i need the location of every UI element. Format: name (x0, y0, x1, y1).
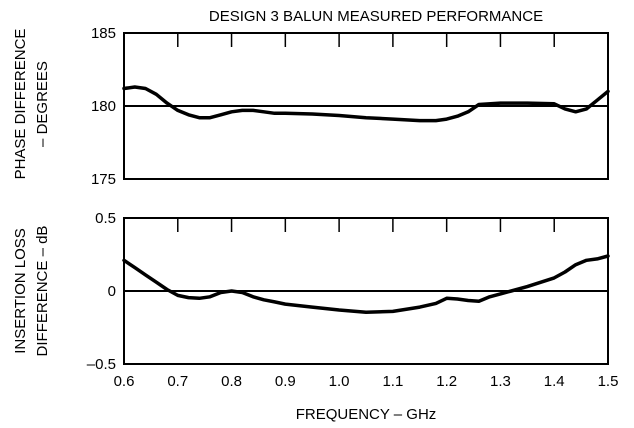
y-axis-label: – DEGREES (34, 61, 51, 147)
x-tick-label: 0.6 (114, 373, 135, 390)
chart-title: DESIGN 3 BALUN MEASURED PERFORMANCE (209, 8, 543, 25)
x-tick-label: 1.0 (329, 373, 350, 390)
insertion-loss-panel: –0.5 0 0.5 0.6 0.7 0.8 0.9 1.0 1.1 1.2 1.3 1.4 1.5 IN… (12, 210, 618, 390)
x-tick-label: 1.4 (544, 373, 565, 390)
y-axis-label: INSERTION LOSS (12, 228, 29, 354)
y-tick-label: 185 (91, 25, 116, 42)
x-tick-label: 1.5 (598, 373, 619, 390)
data-series-line (122, 85, 610, 123)
x-tick-label: 1.3 (490, 373, 511, 390)
y-tick-label: 180 (91, 98, 116, 115)
x-tick-label: 1.2 (436, 373, 457, 390)
y-tick-label: 0.5 (95, 210, 116, 227)
x-tick-label: 0.9 (275, 373, 296, 390)
y-tick-label: 0 (108, 283, 116, 300)
x-tick-label: 0.8 (221, 373, 242, 390)
x-axis-label: FREQUENCY – GHz (296, 406, 437, 423)
x-tick-label: 0.7 (167, 373, 188, 390)
x-tick-label: 1.1 (382, 373, 403, 390)
data-series-line (122, 254, 610, 314)
y-axis-label: PHASE DIFFERENCE (12, 29, 29, 180)
phase-difference-panel: 175 180 185 PHASE DIFFERENCE – DEGREES (12, 25, 610, 188)
y-tick-label: –0.5 (87, 356, 116, 373)
y-axis-label: DIFFERENCE – dB (34, 226, 51, 357)
y-tick-label: 175 (91, 171, 116, 188)
